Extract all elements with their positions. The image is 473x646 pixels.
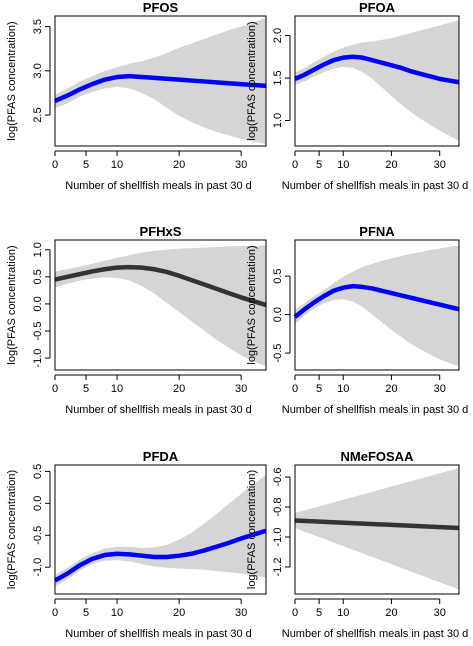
x-tick-label: 5 xyxy=(83,607,89,619)
y-axis-label: log(PFAS concentration) xyxy=(246,470,258,589)
x-tick-label: 5 xyxy=(316,607,322,619)
x-tick-label: 0 xyxy=(52,607,58,619)
confidence-band xyxy=(295,468,459,590)
x-tick-label: 10 xyxy=(337,383,349,395)
y-tick-label: 2.0 xyxy=(272,28,284,43)
x-tick-label: 20 xyxy=(173,159,185,171)
panel-title: PFHxS xyxy=(140,224,182,239)
panel-title: PFDA xyxy=(143,449,179,464)
y-tick-label: 3.5 xyxy=(32,19,44,34)
y-tick-label: -1.0 xyxy=(32,558,44,577)
x-tick-label: 30 xyxy=(434,607,446,619)
x-tick-label: 0 xyxy=(292,607,298,619)
plot-frame xyxy=(294,15,460,147)
x-tick-label: 20 xyxy=(173,607,185,619)
panel-title: PFOA xyxy=(359,0,396,15)
x-tick-label: 30 xyxy=(434,159,446,171)
x-tick-label: 20 xyxy=(385,383,397,395)
plot-frame xyxy=(294,464,460,595)
x-tick-label: 20 xyxy=(173,383,185,395)
x-tick-label: 10 xyxy=(111,383,123,395)
y-tick-label: 0.5 xyxy=(32,269,44,284)
panel-pfhxs: 0 5 10 20 30 -1.0 -0.5 0.0 0.5 1.0 PFHxS Number of … xyxy=(6,224,267,416)
panel-title: PFOS xyxy=(143,0,179,15)
x-tick-label: 10 xyxy=(111,159,123,171)
x-tick-label: 30 xyxy=(434,383,446,395)
y-tick-label: 0.0 xyxy=(32,296,44,311)
x-axis-label: Number of shellfish meals in past 30 d xyxy=(282,404,468,416)
x-tick-label: 30 xyxy=(235,607,247,619)
fitted-curve xyxy=(294,54,460,85)
y-tick-label: 0.0 xyxy=(32,496,44,511)
y-tick-label: 0.5 xyxy=(32,464,44,479)
y-tick-label: -1.2 xyxy=(272,558,284,577)
y-tick-label: 1.5 xyxy=(272,70,284,85)
x-axis-label: Number of shellfish meals in past 30 d xyxy=(65,404,251,416)
x-axis-label: Number of shellfish meals in past 30 d xyxy=(282,628,468,640)
x-tick-label: 10 xyxy=(111,607,123,619)
plot-frame xyxy=(54,239,267,371)
plot-frame xyxy=(54,15,267,147)
y-tick-label: -1.0 xyxy=(272,528,284,547)
plot-frame xyxy=(54,464,267,595)
x-tick-label: 30 xyxy=(235,383,247,395)
y-axis-label: log(PFAS concentration) xyxy=(6,21,18,140)
y-tick-label: 0.0 xyxy=(272,307,284,322)
x-tick-label: 10 xyxy=(337,159,349,171)
y-tick-label: -1.0 xyxy=(32,349,44,368)
x-tick-label: 0 xyxy=(52,383,58,395)
x-tick-label: 0 xyxy=(292,383,298,395)
fitted-curve xyxy=(54,73,267,103)
x-tick-label: 0 xyxy=(292,159,298,171)
x-tick-label: 5 xyxy=(316,383,322,395)
x-tick-label: 5 xyxy=(316,159,322,171)
y-tick-label: 3.0 xyxy=(32,63,44,78)
x-tick-label: 30 xyxy=(235,159,247,171)
x-tick-label: 20 xyxy=(385,607,397,619)
fitted-curve xyxy=(54,264,267,308)
x-tick-label: 5 xyxy=(83,159,89,171)
y-tick-label: 0.5 xyxy=(272,269,284,284)
x-tick-label: 5 xyxy=(83,383,89,395)
panel-title: NMeFOSAA xyxy=(341,449,415,464)
y-axis-label: log(PFAS concentration) xyxy=(246,21,258,140)
y-axis-label: log(PFAS concentration) xyxy=(6,470,18,589)
y-tick-label: -0.5 xyxy=(32,322,44,341)
y-tick-label: 2.5 xyxy=(32,107,44,122)
x-axis-label: Number of shellfish meals in past 30 d xyxy=(65,180,251,192)
y-tick-label: -0.5 xyxy=(32,526,44,545)
plot-frame xyxy=(294,239,460,371)
x-tick-label: 0 xyxy=(52,159,58,171)
y-tick-label: 1.0 xyxy=(272,113,284,128)
fitted-curve xyxy=(293,283,460,319)
y-axis-label: log(PFAS concentration) xyxy=(246,245,258,364)
panel-pfos: 0 5 10 20 30 2.5 3.0 3.5 PFOS Number of shellfish… xyxy=(6,0,267,192)
y-tick-label: -0.5 xyxy=(272,344,284,363)
x-tick-label: 20 xyxy=(385,159,397,171)
x-tick-label: 10 xyxy=(337,607,349,619)
y-tick-label: 1.0 xyxy=(32,242,44,257)
y-tick-label: -0.6 xyxy=(272,468,284,487)
fitted-curve xyxy=(294,518,460,531)
fitted-curve xyxy=(53,528,267,583)
x-axis-label: Number of shellfish meals in past 30 d xyxy=(282,180,468,192)
y-tick-label: -0.8 xyxy=(272,498,284,517)
panel-title: PFNA xyxy=(359,224,395,239)
y-axis-label: log(PFAS concentration) xyxy=(6,245,18,364)
x-axis-label: Number of shellfish meals in past 30 d xyxy=(65,628,251,640)
